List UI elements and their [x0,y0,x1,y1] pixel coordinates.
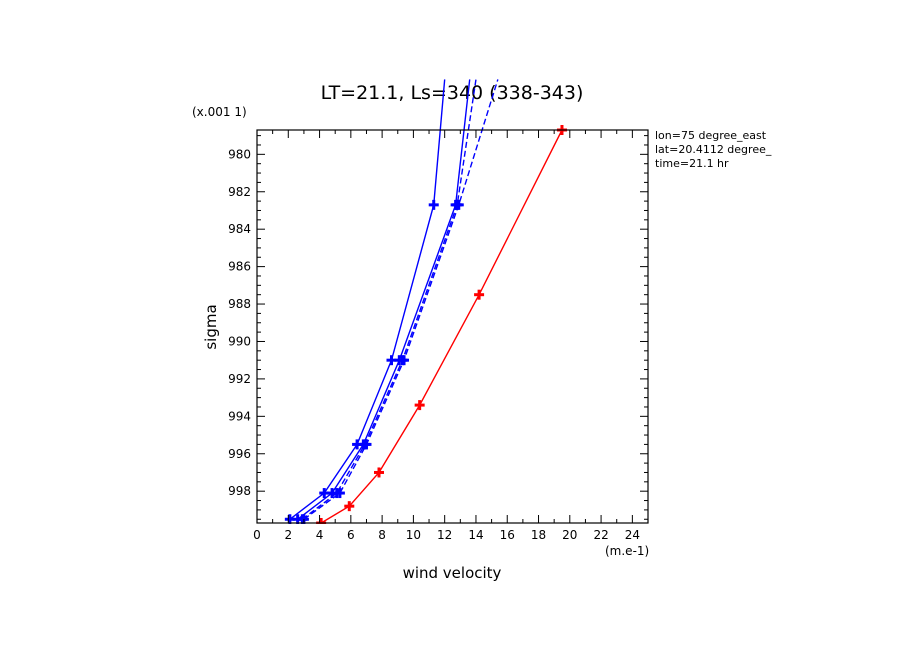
x-tick-label: 14 [468,528,483,542]
x-unit-label: (m.e-1) [605,544,649,558]
x-tick-label: 8 [378,528,386,542]
x-tick-label: 16 [500,528,515,542]
series-1 [284,79,446,524]
y-tick-label: 994 [228,409,251,423]
x-tick-label: 22 [593,528,608,542]
x-tick-label: 0 [253,528,261,542]
data-point-marker [474,289,485,300]
data-point-marker [399,355,410,366]
x-axis-label: wind velocity [403,564,502,582]
data-point-marker [414,400,425,411]
x-tick-label: 4 [316,528,324,542]
x-tick-label: 20 [562,528,577,542]
x-tick-label: 2 [284,528,292,542]
series-line [289,79,446,520]
y-unit-label: (x.001 1) [192,105,247,119]
y-tick-label: 998 [228,484,251,498]
x-axis: 0 2 4 6 8 10 12 14 16 18 20 22 24 [253,130,649,542]
series-line [301,79,477,520]
data-point-marker [361,439,372,450]
series-2 [292,79,471,524]
series-line [297,79,471,520]
info-line-lon: lon=75 degree_east [655,129,767,142]
data-point-marker [334,488,345,499]
x-tick-label: 18 [531,528,546,542]
data-point-marker [453,199,464,210]
chart-title: LT=21.1, Ls=340 (338-343) [321,82,584,104]
data-point-marker [373,467,384,478]
series-3 [297,79,477,524]
series-line [303,79,499,520]
y-axis: 980 982 984 986 988 990 992 994 996 998 [228,135,648,520]
y-tick-label: 992 [228,372,251,386]
info-line-lat: lat=20.4112 degree_ [655,143,772,156]
x-tick-label: 10 [406,528,421,542]
series-5 [316,125,567,524]
x-tick-label: 12 [437,528,452,542]
data-point-marker [428,199,439,210]
series-4 [298,79,499,524]
y-tick-label: 988 [228,297,251,311]
plot-frame [256,129,649,524]
y-tick-label: 990 [228,334,251,348]
x-tick-label: 6 [347,528,355,542]
series-line [320,129,563,524]
y-tick-label: 986 [228,260,251,274]
y-tick-label: 984 [228,222,251,236]
info-line-time: time=21.1 hr [655,157,729,170]
y-tick-label: 982 [228,185,251,199]
y-tick-label: 996 [228,447,251,461]
data-point-marker [344,501,355,512]
x-tick-label: 24 [625,528,640,542]
y-axis-label: sigma [202,304,220,349]
series-layer [284,79,567,524]
y-tick-label: 980 [228,147,251,161]
info-text: lon=75 degree_east lat=20.4112 degree_ t… [655,129,772,170]
